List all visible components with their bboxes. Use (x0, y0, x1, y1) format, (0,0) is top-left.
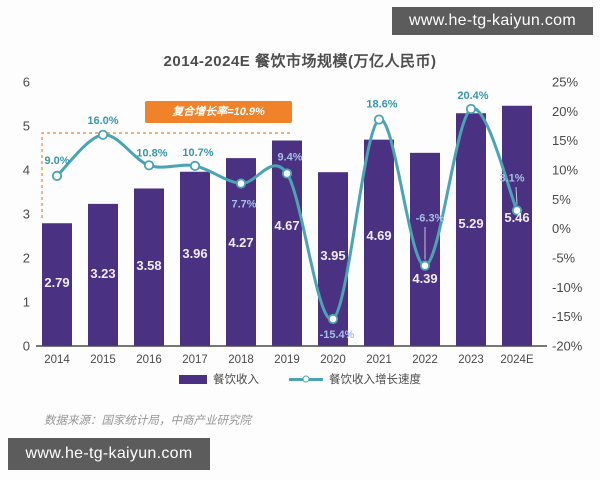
bar-value-label: 4.39 (412, 271, 437, 286)
right-axis-tick: 20% (552, 104, 578, 119)
line-marker (281, 168, 293, 179)
watermark-top: www.he-tg-kaiyun.com (392, 7, 593, 35)
bar-2017 (180, 171, 210, 346)
bar-2021 (364, 139, 394, 346)
growth-value-label: 20.4% (457, 90, 488, 102)
legend-line-label: 餐饮收入增长速度 (329, 374, 421, 386)
bar-value-label: 5.46 (504, 210, 529, 225)
left-axis-tick: 6 (23, 75, 30, 90)
legend-bar-swatch-icon (179, 374, 207, 384)
line-marker (511, 205, 523, 216)
source-note: 数据来源：国家统计局，中商产业研究院 (44, 415, 251, 427)
growth-value-label: 7.7% (231, 198, 256, 210)
x-axis-label: 2024E (500, 354, 534, 366)
right-axis-tick: 0% (552, 221, 571, 236)
legend-line-swatch-icon (289, 375, 323, 383)
x-axis-label: 2017 (182, 354, 208, 366)
growth-value-label: 9.0% (44, 155, 69, 167)
line-marker (373, 114, 385, 125)
x-axis-label: 2020 (320, 354, 346, 366)
legend-bar-label: 餐饮收入 (213, 374, 259, 386)
bar-value-label: 4.67 (274, 218, 299, 233)
bar-value-label: 4.69 (366, 228, 391, 243)
watermark-bottom: www.he-tg-kaiyun.com (8, 438, 210, 470)
bar-2015 (88, 203, 118, 346)
left-axis-tick: 4 (23, 163, 30, 178)
label-leader-line (515, 186, 518, 205)
bar-2018 (226, 158, 256, 346)
cagr-dashed-box (41, 132, 292, 218)
left-axis-tick: 2 (23, 251, 30, 266)
left-axis-tick: 3 (23, 207, 30, 222)
growth-value-label: -6.3% (416, 213, 445, 225)
line-marker (465, 103, 477, 115)
bar-value-label: 3.96 (182, 246, 207, 261)
cagr-annotation: 复合增长率=10.9% (145, 101, 292, 123)
legend: 餐饮收入 餐饮收入增长速度 (0, 371, 600, 387)
legend-item-line: 餐饮收入增长速度 (289, 371, 421, 387)
legend-item-bar: 餐饮收入 (179, 371, 259, 387)
x-axis-label: 2022 (412, 354, 438, 366)
x-axis-label: 2015 (90, 354, 116, 366)
right-axis-tick: 25% (552, 75, 578, 90)
bar-value-label: 3.58 (136, 258, 161, 273)
right-axis-tick: 15% (552, 133, 578, 148)
bar-2016 (134, 188, 164, 346)
right-axis-tick: -5% (552, 251, 576, 266)
right-axis-tick: -15% (552, 309, 583, 324)
line-marker (51, 170, 63, 181)
right-axis-tick: -10% (552, 280, 583, 295)
right-axis-tick: 10% (552, 163, 578, 178)
left-axis-tick: 5 (23, 119, 30, 134)
bar-value-label: 3.95 (320, 248, 345, 263)
line-marker (419, 260, 431, 271)
growth-value-label: 9.4% (277, 152, 302, 164)
x-axis-label: 2016 (136, 354, 162, 366)
growth-value-label: 16.0% (87, 115, 118, 127)
line-marker (143, 160, 155, 171)
growth-value-label: 3.1% (499, 172, 524, 184)
line-marker (97, 129, 109, 140)
right-axis-tick: -20% (552, 339, 583, 354)
x-axis-label: 2023 (458, 354, 484, 366)
x-axis-label: 2021 (366, 354, 392, 366)
bar-2023 (456, 113, 486, 347)
x-axis-label: 2019 (274, 354, 300, 366)
line-marker (235, 178, 247, 189)
x-axis-label: 2014 (44, 354, 70, 366)
growth-value-label: -15.4% (320, 329, 355, 341)
bar-2014 (42, 223, 72, 346)
left-axis-tick: 1 (23, 295, 30, 310)
line-marker (327, 313, 339, 325)
bar-2024E (502, 105, 532, 346)
right-axis-tick: 5% (552, 192, 571, 207)
left-axis-tick: 0 (23, 339, 30, 354)
bar-value-label: 5.29 (458, 216, 483, 231)
bar-value-label: 2.79 (44, 275, 69, 290)
growth-value-label: 10.7% (182, 147, 213, 159)
line-marker (189, 160, 201, 171)
chart-title: 2014-2024E 餐饮市场规模(万亿人民币) (163, 53, 437, 70)
x-axis-label: 2018 (228, 354, 254, 366)
growth-value-label: 18.6% (366, 99, 397, 111)
bar-value-label: 4.27 (228, 235, 253, 250)
growth-value-label: 10.8% (136, 147, 167, 159)
bar-value-label: 3.23 (90, 266, 115, 281)
